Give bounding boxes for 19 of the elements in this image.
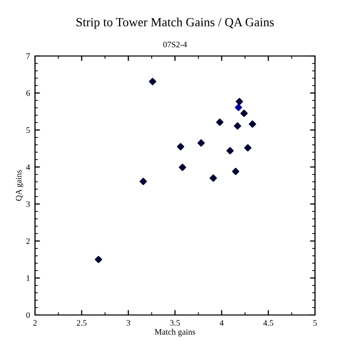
chart-subtitle: 07S2-4 [163, 42, 187, 48]
y-tick-label: 1 [26, 275, 30, 281]
y-tick-label: 7 [26, 53, 30, 59]
x-axis-title: Match gains [154, 328, 196, 336]
x-tick-label: 3 [126, 320, 130, 326]
y-axis-title: QA gains [16, 170, 24, 201]
y-tick-label: 6 [26, 90, 30, 96]
y-tick-label: 4 [26, 164, 30, 170]
x-tick-label: 4 [220, 320, 224, 326]
x-tick-label: 2.5 [76, 320, 87, 326]
y-tick-label: 3 [26, 201, 30, 207]
y-tick-label: 0 [26, 312, 30, 318]
x-tick-label: 4.5 [263, 320, 274, 326]
y-tick-label: 5 [26, 127, 30, 133]
chart-title: Strip to Tower Match Gains / QA Gains [76, 18, 274, 29]
x-tick-label: 2 [33, 320, 37, 326]
x-tick-label: 5 [313, 320, 317, 326]
y-tick-label: 2 [26, 238, 30, 244]
x-tick-label: 3.5 [170, 320, 180, 326]
